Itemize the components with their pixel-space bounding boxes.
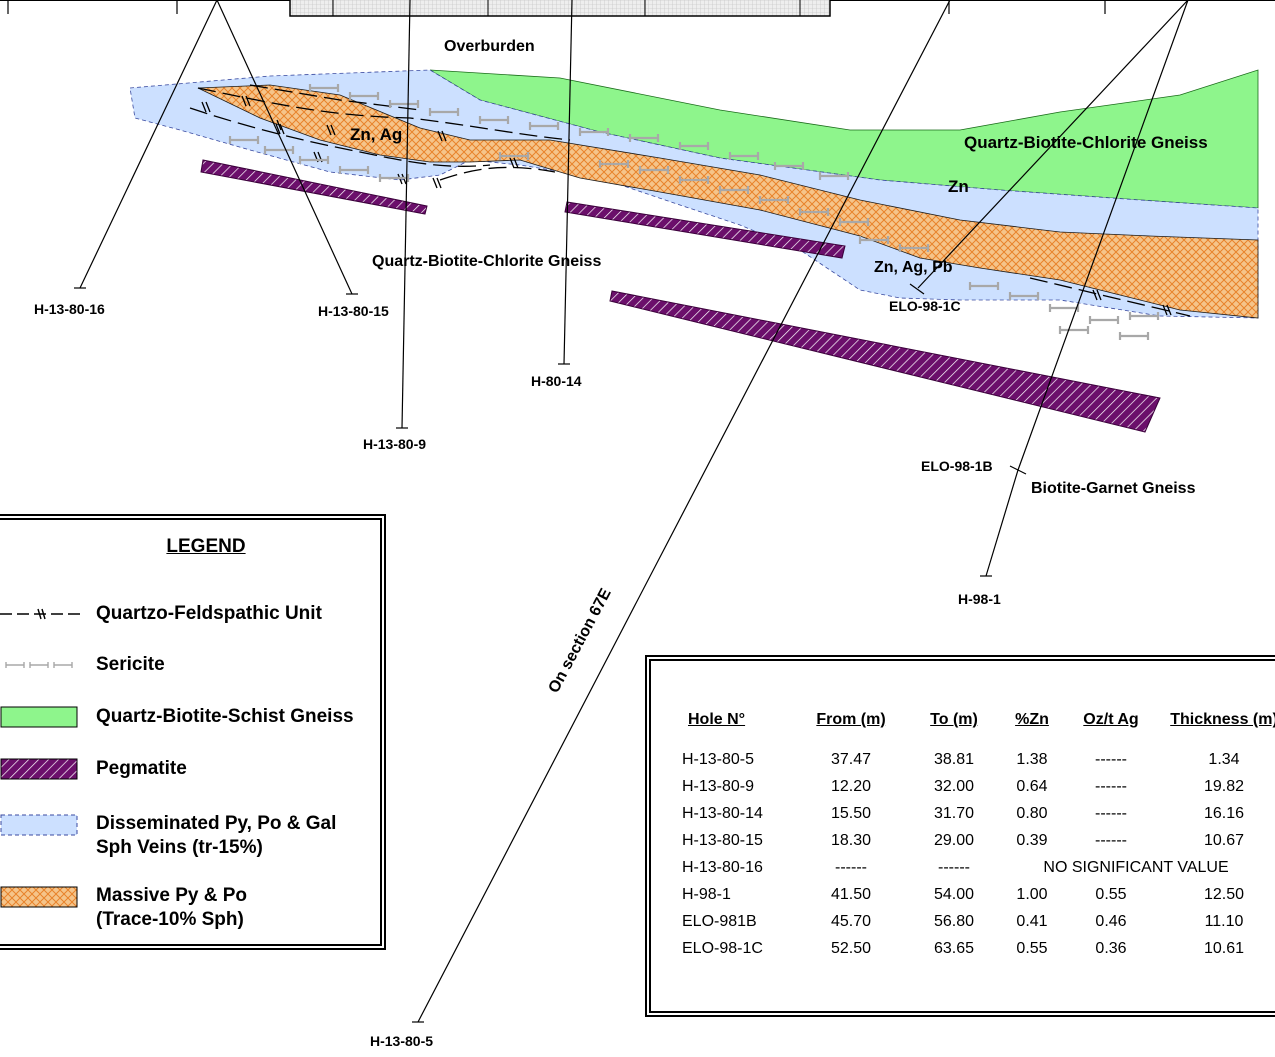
table-cell: 1.00 — [1016, 886, 1048, 903]
table-cell: 0.36 — [1095, 940, 1127, 957]
hole-label-h-13-80-16: H-13-80-16 — [34, 301, 105, 317]
label-overburden: Overburden — [444, 38, 535, 55]
label-qbc-gneiss-mid: Quartz-Biotite-Chlorite Gneiss — [372, 253, 601, 270]
header-cell: From (m) — [816, 711, 886, 728]
label-zn-ag-pb: Zn, Ag, Pb — [874, 259, 953, 276]
assay-results-table: Hole N° From (m) To (m) %Zn Oz/t Ag Thic… — [645, 655, 1275, 1017]
disseminated-swatch — [0, 814, 78, 836]
hole-label-elo-98-1b: ELO-98-1B — [921, 458, 993, 474]
table-cell: ELO-98-1C — [682, 940, 763, 957]
table-cell: 29.00 — [933, 832, 975, 849]
legend-box: LEGEND Quartzo-Feldspathic Unit Sericite… — [0, 514, 386, 950]
table-cell: H-98-1 — [682, 886, 731, 903]
label-qbc-gneiss-upper: Quartz-Biotite-Chlorite Gneiss — [964, 133, 1208, 152]
pegmatite-dike-3 — [609, 290, 1161, 433]
quartzo-feldspathic-symbol — [0, 608, 80, 620]
legend-label: Disseminated Py, Po & Gal — [96, 813, 337, 834]
hole-label-h-13-80-15: H-13-80-15 — [318, 303, 389, 319]
table-cell: H-13-80-5 — [682, 751, 755, 768]
pegmatite-dike-2 — [564, 201, 846, 259]
legend-label: Quartz-Biotite-Schist Gneiss — [96, 706, 354, 727]
hole-label-h-13-80-5: H-13-80-5 — [370, 1033, 433, 1049]
drill-holes — [74, 0, 1189, 1023]
table-cell: 0.46 — [1095, 913, 1127, 930]
legend-label: Quartzo-Feldspathic Unit — [96, 603, 322, 624]
legend-label: Pegmatite — [96, 758, 187, 779]
hole-label-h-13-80-9: H-13-80-9 — [363, 436, 426, 452]
hole-label-elo-98-1c: ELO-98-1C — [889, 298, 961, 314]
header-cell: Oz/t Ag — [1083, 711, 1139, 728]
table-cell: 56.80 — [933, 913, 975, 930]
table-cell: 15.50 — [830, 805, 872, 822]
label-bg-gneiss: Biotite-Garnet Gneiss — [1031, 480, 1196, 497]
table-cell: H-13-80-14 — [682, 805, 763, 822]
pegmatite-swatch — [0, 758, 78, 780]
table-cell: ------ — [835, 859, 867, 876]
legend-label: Massive Py & Po — [96, 885, 248, 906]
header-cell: %Zn — [1015, 711, 1049, 728]
table-cell: 0.39 — [1016, 832, 1048, 849]
table-cell: 54.00 — [933, 886, 975, 903]
section-note: On section 67E — [546, 586, 615, 696]
table-cell: 10.61 — [1203, 940, 1245, 957]
table-cell: H-13-80-9 — [682, 778, 755, 795]
table-cell: 11.10 — [1204, 913, 1244, 930]
pegmatite-dike-1 — [200, 159, 428, 215]
massive-swatch — [0, 886, 78, 908]
table-cell: 1.38 — [1016, 751, 1048, 768]
table-cell: 12.20 — [830, 778, 872, 795]
table-cell: ------ — [1095, 832, 1127, 849]
hole-label-h-98-1: H-98-1 — [958, 591, 1001, 607]
table-cell: ------ — [1095, 778, 1127, 795]
table-cell: 0.55 — [1016, 940, 1048, 957]
table-cell: ------ — [1095, 751, 1127, 768]
label-zn-ag: Zn, Ag — [350, 125, 402, 144]
sericite-symbols — [228, 84, 1160, 340]
surface-grid-box — [289, 0, 831, 17]
green-gneiss-swatch — [0, 706, 78, 728]
table-cell: 37.47 — [830, 751, 872, 768]
hole-label-h-80-14: H-80-14 — [531, 373, 582, 389]
table-cell: 32.00 — [933, 778, 975, 795]
table-cell: 41.50 — [830, 886, 872, 903]
table-cell: 10.67 — [1203, 832, 1245, 849]
legend-title: LEGEND — [166, 536, 246, 557]
table-cell: 52.50 — [830, 940, 872, 957]
massive-zone-west — [197, 84, 1259, 319]
table-cell: ------ — [1095, 805, 1127, 822]
table-cell: 18.30 — [830, 832, 872, 849]
header-cell: To (m) — [930, 711, 978, 728]
legend-label: Sph Veins (tr-15%) — [96, 837, 263, 858]
legend-label: (Trace-10% Sph) — [96, 909, 244, 930]
table-cell: H-13-80-16 — [682, 859, 763, 876]
table-cell: 38.81 — [933, 751, 975, 768]
header-cell: Thickness (m) — [1170, 711, 1275, 728]
table-cell: 12.50 — [1203, 886, 1245, 903]
table-cell: 31.70 — [933, 805, 975, 822]
table-cell: 63.65 — [933, 940, 975, 957]
quartzo-feldspathic-ticks — [201, 95, 1172, 316]
table-cell: 0.80 — [1016, 805, 1048, 822]
table-cell: NO SIGNIFICANT VALUE — [1043, 859, 1229, 876]
table-cell: 0.55 — [1095, 886, 1127, 903]
quartzo-feldspathic-lines — [189, 84, 1191, 317]
table-cell: 1.34 — [1208, 751, 1240, 768]
table-cell: 45.70 — [830, 913, 872, 930]
table-cell: 0.64 — [1016, 778, 1048, 795]
header-cell: Hole N° — [688, 711, 746, 728]
table-cell: H-13-80-15 — [682, 832, 763, 849]
table-cell: ------ — [938, 859, 970, 876]
sericite-symbol — [5, 662, 73, 668]
table-cell: 0.41 — [1016, 913, 1048, 930]
label-zn: Zn — [948, 177, 969, 196]
table-cell: 19.82 — [1203, 778, 1245, 795]
legend-label: Sericite — [96, 654, 165, 675]
table-cell: ELO-981B — [682, 913, 757, 930]
table-cell: 16.16 — [1203, 805, 1245, 822]
